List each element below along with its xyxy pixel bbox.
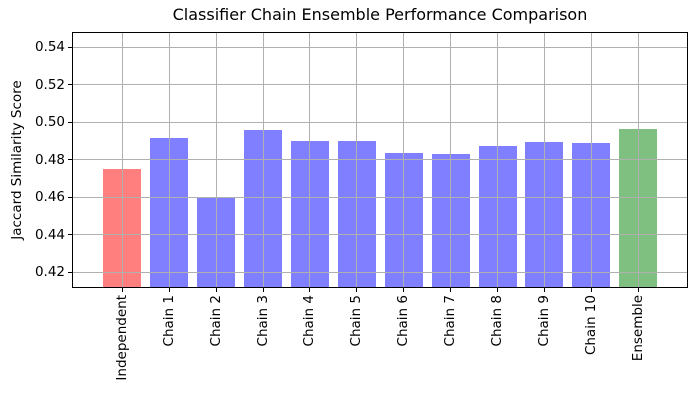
x-gridline — [356, 33, 358, 287]
x-tick-label: Chain 1 — [160, 295, 177, 347]
x-tick-mark — [497, 288, 498, 292]
x-tick-mark — [403, 288, 405, 292]
x-gridline — [309, 33, 311, 287]
y-tick-mark — [68, 234, 72, 235]
y-tick-mark — [68, 271, 72, 273]
y-gridline — [73, 46, 687, 48]
y-tick-label: 0.44 — [34, 226, 65, 243]
x-tick-label: Independent — [113, 295, 130, 381]
x-tick-label: Chain 7 — [442, 295, 459, 347]
x-tick-mark — [543, 288, 545, 292]
y-tick-mark — [68, 159, 72, 161]
y-tick-label: 0.46 — [34, 189, 65, 206]
x-tick-label: Chain 4 — [301, 295, 318, 347]
y-tick-label: 0.42 — [34, 264, 65, 280]
y-tick-label: 0.48 — [34, 151, 65, 168]
y-tick-label: 0.54 — [34, 39, 65, 56]
y-tick-mark — [68, 121, 72, 123]
x-tick-mark — [262, 288, 264, 292]
x-tick-label: Chain 6 — [395, 295, 412, 347]
x-tick-mark — [637, 288, 639, 292]
chart-title: Classifier Chain Ensemble Performance Co… — [172, 5, 588, 24]
y-gridline — [73, 234, 687, 235]
x-gridline — [262, 33, 264, 287]
x-tick-label: Chain 3 — [254, 295, 271, 347]
y-axis-label: Jaccard Similarity Score — [9, 80, 25, 240]
x-tick-label: Chain 5 — [348, 295, 365, 347]
x-tick-mark — [356, 288, 358, 292]
x-gridline — [168, 33, 170, 287]
x-gridline — [590, 33, 592, 287]
x-gridline — [637, 33, 639, 287]
y-gridline — [73, 159, 687, 161]
y-gridline — [73, 84, 687, 86]
x-tick-label: Chain 2 — [207, 295, 224, 347]
y-gridline — [73, 196, 687, 198]
x-gridline — [450, 33, 452, 287]
x-tick-label: Ensemble — [629, 295, 646, 362]
y-gridline — [73, 121, 687, 123]
y-tick-label: 0.52 — [34, 76, 65, 93]
x-tick-mark — [121, 288, 123, 292]
x-tick-mark — [168, 288, 170, 292]
y-tick-label: 0.50 — [34, 114, 65, 131]
x-tick-mark — [590, 288, 592, 292]
y-gridline — [73, 271, 687, 273]
x-tick-mark — [309, 288, 311, 292]
x-gridline — [403, 33, 405, 287]
x-tick-label: Chain 9 — [535, 295, 552, 347]
x-gridline — [215, 33, 217, 287]
plot-area: 0.42 0.44 0.46 0.48 0.50 0.52 0.54 Independent C… — [35, 32, 688, 381]
x-tick-label: Chain 8 — [489, 295, 505, 347]
x-gridline — [497, 33, 498, 287]
y-tick-mark — [68, 84, 72, 86]
y-tick-mark — [68, 46, 72, 48]
x-gridline — [543, 33, 545, 287]
x-tick-mark — [215, 288, 217, 292]
y-tick-mark — [68, 196, 72, 198]
x-gridline — [121, 33, 123, 287]
x-tick-mark — [450, 288, 452, 292]
x-tick-label: Chain 10 — [582, 295, 599, 356]
